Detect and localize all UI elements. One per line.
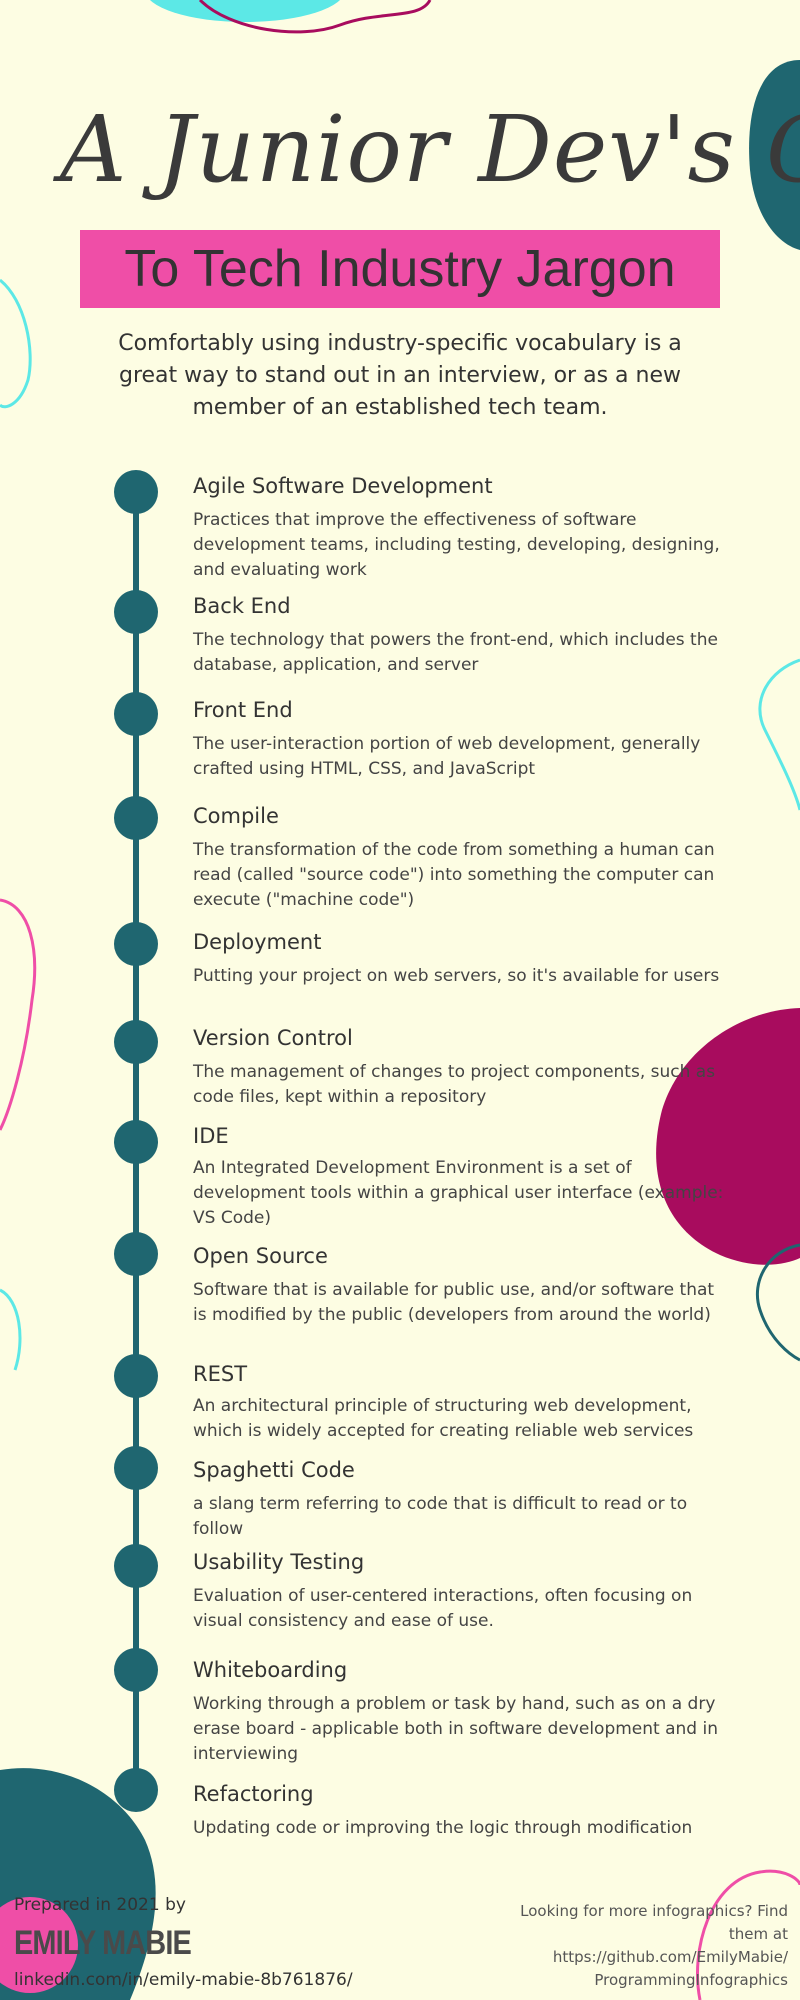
timeline-dot	[114, 692, 158, 736]
timeline-dot	[114, 590, 158, 634]
timeline-dot	[114, 1232, 158, 1276]
term-title: Open Source	[193, 1244, 328, 1268]
term-description: Evaluation of user-centered interactions…	[193, 1586, 693, 1631]
banner-title-text: To Tech Industry Jargon	[124, 240, 676, 298]
intro-text: Comfortably using industry-specific voca…	[118, 331, 682, 420]
author-name: EMILY MABIE	[14, 1924, 192, 1962]
left-pink-outline	[0, 898, 37, 1131]
left-cyan-outline-lower	[0, 1288, 22, 1371]
term-description: The technology that powers the front-end…	[193, 630, 718, 675]
term-title: Back End	[193, 594, 291, 618]
timeline-dot	[114, 796, 158, 840]
timeline-dot	[114, 1446, 158, 1490]
term-title: Agile Software Development	[193, 474, 493, 498]
bottom-right-pink-outline	[696, 1869, 800, 2000]
term-title: Usability Testing	[193, 1550, 365, 1574]
term-description: An Integrated Development Environment is…	[193, 1158, 724, 1228]
timeline-dot	[114, 1020, 158, 1064]
right-cyan-outline	[758, 658, 800, 811]
bottom-left-pink-circle	[0, 1897, 78, 1993]
term-description: The transformation of the code from some…	[193, 840, 715, 910]
timeline-dot	[114, 1354, 158, 1398]
top-magenta-line	[198, 0, 432, 34]
term-title: Spaghetti Code	[193, 1458, 355, 1482]
term-description: Updating code or improving the logic thr…	[193, 1818, 693, 1838]
term-title: IDE	[193, 1124, 229, 1148]
prepared-by-text: Prepared in 2021 by	[14, 1895, 186, 1915]
timeline-dot	[114, 1768, 158, 1812]
term-description: The user-interaction portion of web deve…	[193, 734, 701, 779]
term-description: Working through a problem or task by han…	[193, 1694, 718, 1764]
more-infographics-text: Looking for more infographics? Find them…	[520, 1902, 788, 1989]
timeline-dot	[114, 1120, 158, 1164]
term-title: Compile	[193, 804, 279, 828]
term-description: a slang term referring to code that is d…	[193, 1494, 688, 1539]
timeline-dot	[114, 1544, 158, 1588]
right-magenta-blob	[656, 1008, 800, 1265]
script-title: A Junior Dev's Guide	[60, 96, 800, 203]
term-description: Software that is available for public us…	[193, 1280, 715, 1325]
term-title: Version Control	[193, 1026, 353, 1050]
term-title: Whiteboarding	[193, 1658, 348, 1682]
top-cyan-blob	[150, 0, 340, 22]
term-title: REST	[193, 1362, 248, 1386]
term-description: Putting your project on web servers, so …	[193, 966, 720, 986]
left-cyan-outline	[0, 278, 32, 409]
term-description: Practices that improve the effectiveness…	[193, 510, 720, 580]
term-description: An architectural principle of structurin…	[193, 1396, 694, 1441]
right-teal-blob	[749, 60, 800, 250]
banner-title: To Tech Industry Jargon	[80, 230, 720, 308]
linkedin-link[interactable]: linkedin.com/in/emily-mabie-8b761876/	[14, 1970, 353, 1990]
term-title: Refactoring	[193, 1782, 314, 1806]
term-title: Front End	[193, 698, 293, 722]
right-teal-outline	[755, 1243, 800, 1362]
timeline-dot	[114, 1648, 158, 1692]
timeline-dot	[114, 470, 158, 514]
term-description: The management of changes to project com…	[193, 1062, 716, 1107]
timeline-dot	[114, 922, 158, 966]
term-title: Deployment	[193, 930, 322, 954]
